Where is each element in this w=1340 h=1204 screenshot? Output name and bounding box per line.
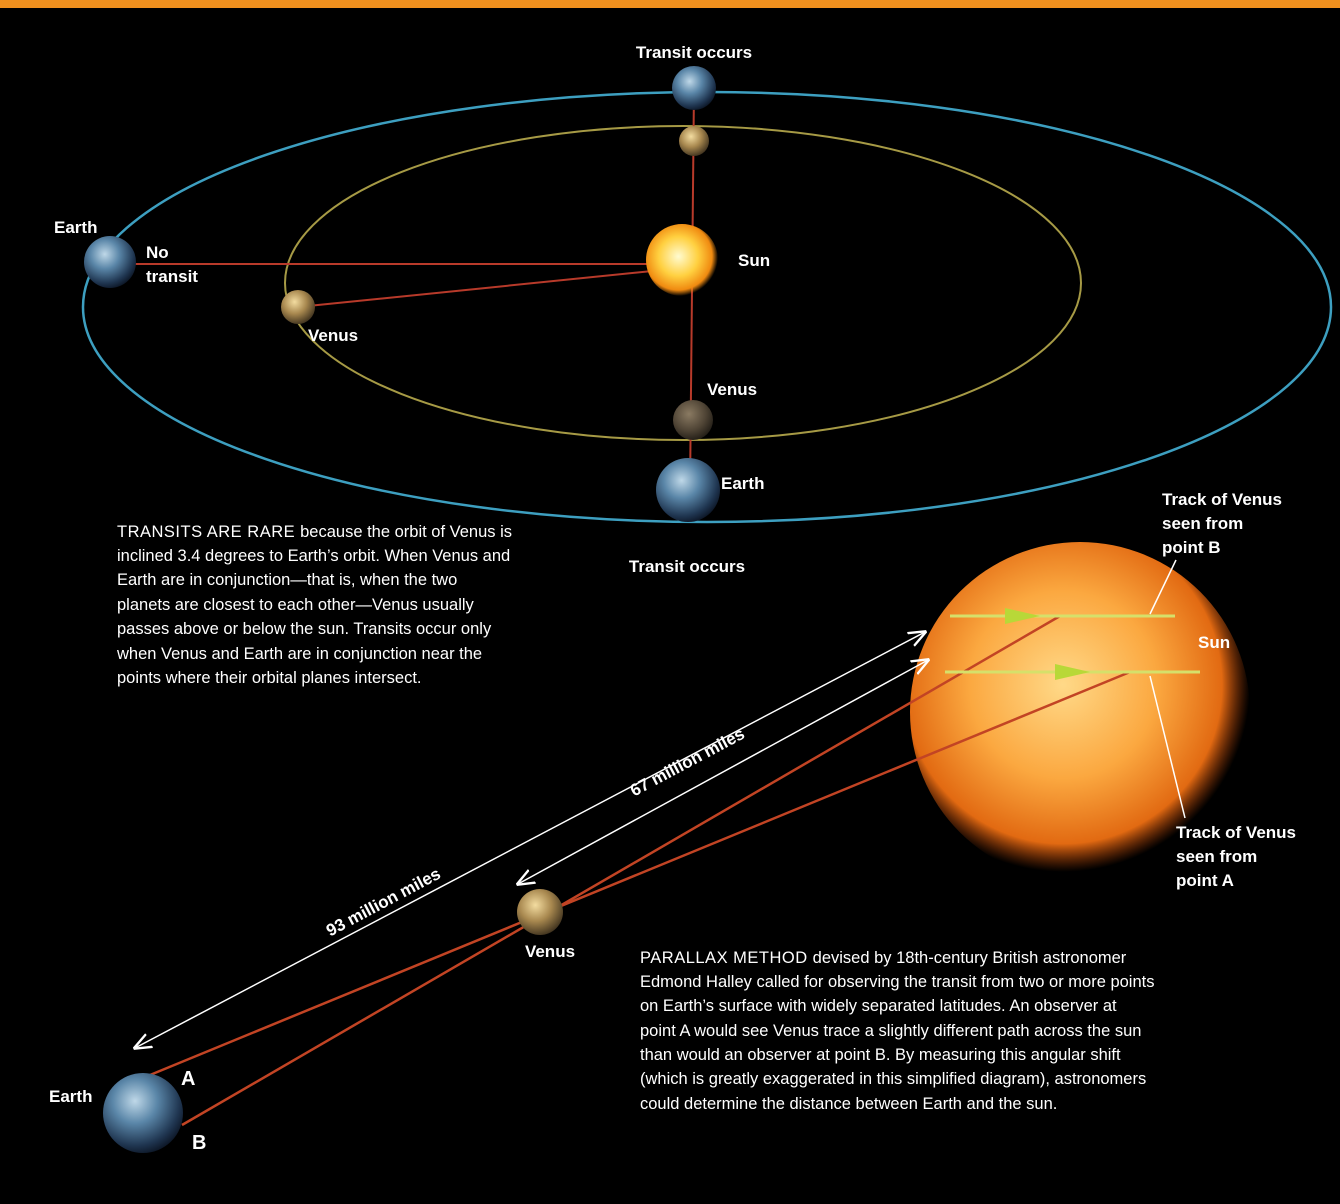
label: Earth	[721, 474, 764, 493]
caption-line: planets are closest to each other—Venus …	[117, 596, 475, 614]
caption-line: PARALLAX METHOD devised by 18th-century B…	[640, 949, 1127, 967]
label: A	[181, 1068, 195, 1090]
caption-line: Earth are in conjunction—that is, when t…	[117, 571, 457, 589]
label: B	[192, 1132, 206, 1154]
caption-lead: TRANSITS ARE RARE	[117, 523, 295, 541]
label: Venus	[707, 380, 757, 399]
caption-line: could determine the distance between Ear…	[640, 1095, 1057, 1113]
caption-text: devised by 18th-century British astronom…	[813, 949, 1127, 967]
venus	[517, 889, 563, 935]
label: point B	[1162, 538, 1221, 557]
caption-line: point A would see Venus trace a slightly…	[640, 1022, 1141, 1040]
caption-line: points where their orbital planes inters…	[117, 669, 422, 687]
label: Earth	[54, 218, 97, 237]
caption-text: because the orbit of Venus is	[300, 523, 512, 541]
label: seen from	[1162, 514, 1243, 533]
diagram: Transit occurs Earth No transit Sun Venu…	[0, 0, 1340, 1204]
label: Venus	[308, 326, 358, 345]
label: point A	[1176, 871, 1234, 890]
venus	[281, 290, 315, 324]
earth	[84, 236, 136, 288]
caption-line: inclined 3.4 degrees to Earth’s orbit. W…	[117, 547, 510, 565]
label: Track of Venus	[1176, 823, 1296, 842]
label: Track of Venus	[1162, 490, 1282, 509]
distance-label: 93 million miles	[323, 864, 444, 940]
label: Sun	[1198, 633, 1230, 652]
label: Earth	[49, 1087, 92, 1106]
earth-orbit	[83, 92, 1331, 522]
label: Sun	[738, 251, 770, 270]
earth	[656, 458, 720, 522]
label: Transit occurs	[629, 557, 745, 576]
caption-line: (which is greatly exaggerated in this si…	[640, 1070, 1146, 1088]
label: Venus	[525, 942, 575, 961]
caption-line: when Venus and Earth are in conjunction …	[116, 645, 482, 663]
label: transit	[146, 267, 198, 286]
parallax-caption: PARALLAX METHOD devised by 18th-century B…	[640, 949, 1154, 1113]
venus	[673, 400, 713, 440]
label: Transit occurs	[636, 43, 752, 62]
caption-line: than would an observer at point B. By me…	[640, 1046, 1121, 1064]
earth	[103, 1073, 183, 1153]
label: seen from	[1176, 847, 1257, 866]
distance-arrow	[518, 660, 928, 884]
caption-lead: PARALLAX METHOD	[640, 949, 808, 967]
caption-line: on Earth’s surface with widely separated…	[640, 997, 1117, 1015]
top-bar	[0, 0, 1340, 8]
earth	[672, 66, 716, 110]
label: No	[146, 243, 169, 262]
distance-label: 67 million miles	[627, 724, 748, 800]
caption-line: passes above or below the sun. Transits …	[117, 620, 492, 638]
caption-line: Edmond Halley called for observing the t…	[640, 973, 1154, 991]
venus	[679, 126, 709, 156]
sightline	[298, 268, 682, 307]
sun	[646, 224, 718, 296]
orbit-caption: TRANSITS ARE RARE because the orbit of Ve…	[116, 523, 512, 687]
caption-line: TRANSITS ARE RARE because the orbit of Ve…	[117, 523, 512, 541]
